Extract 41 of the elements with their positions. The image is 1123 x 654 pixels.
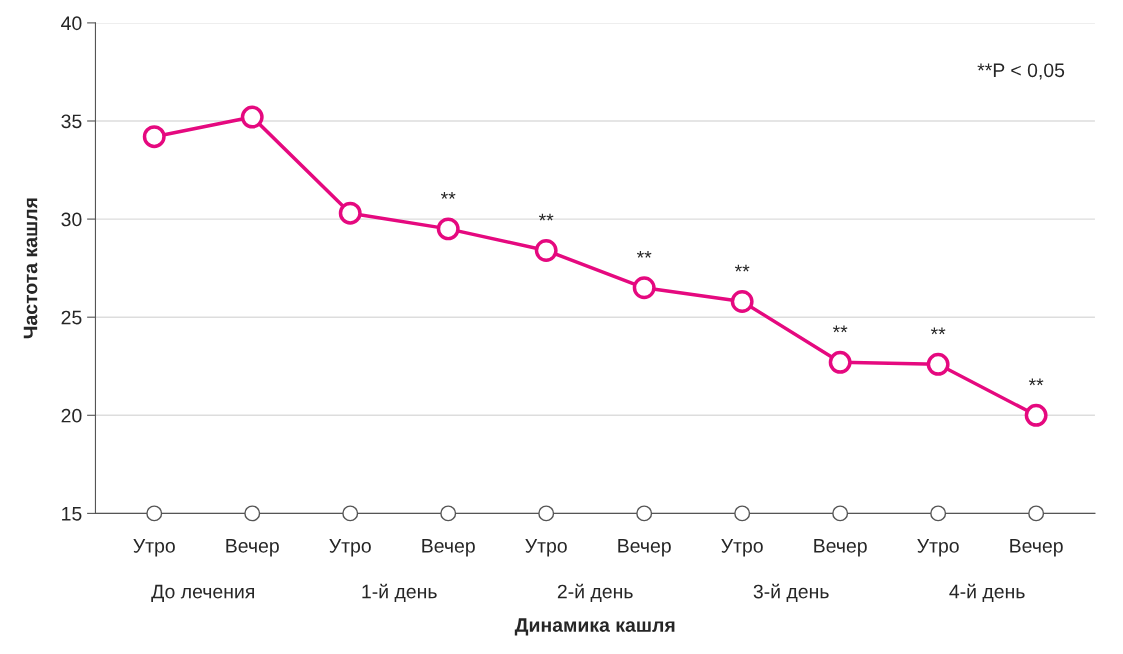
data-label: ** bbox=[930, 327, 946, 335]
y-axis-title: Частота кашля bbox=[23, 198, 38, 339]
text: 2-й день bbox=[557, 583, 633, 603]
data-label: ** bbox=[1028, 378, 1044, 386]
annotation: **P < 0,05 bbox=[977, 63, 1065, 80]
point bbox=[436, 217, 460, 241]
y-tick-label: 20 bbox=[61, 408, 82, 423]
x-axis-title: Динамика кашля bbox=[514, 618, 675, 636]
point bbox=[1024, 403, 1048, 427]
text: 3-й день bbox=[753, 583, 829, 603]
x-tick-label: Вечер bbox=[618, 539, 671, 557]
text: 1-й день bbox=[362, 583, 437, 603]
data-label: ** bbox=[538, 213, 554, 221]
x-tick-label: Вечер bbox=[226, 539, 279, 557]
point bbox=[338, 201, 362, 225]
x-tick-label: Вечер bbox=[1010, 539, 1063, 557]
data-label: ** bbox=[440, 192, 456, 199]
x-tick-label: Утро bbox=[721, 539, 763, 557]
x-tick-label: Вечер bbox=[814, 539, 867, 557]
point bbox=[730, 290, 754, 313]
point bbox=[240, 105, 264, 129]
y-tick-label: 25 bbox=[61, 310, 82, 325]
data-label: ** bbox=[636, 250, 652, 258]
y-tick-label: 35 bbox=[61, 114, 82, 129]
y-tick-label: 30 bbox=[61, 212, 82, 227]
point bbox=[926, 352, 950, 376]
y-tick-label: 40 bbox=[61, 16, 82, 31]
x-tick-label: Вечер bbox=[422, 539, 475, 557]
text: До лечения bbox=[151, 584, 254, 603]
text: 4-й день bbox=[949, 583, 1025, 603]
point bbox=[828, 350, 852, 374]
point bbox=[632, 276, 656, 300]
x-tick-label: Утро bbox=[525, 539, 567, 557]
data-label: ** bbox=[734, 264, 750, 272]
y-tick-label: 15 bbox=[62, 507, 82, 521]
data-label: ** bbox=[832, 325, 848, 333]
x-tick-label: Утро bbox=[329, 539, 371, 557]
x-tick-label: Утро bbox=[917, 539, 959, 557]
x-tick-label: Утро bbox=[133, 539, 175, 557]
point bbox=[142, 125, 166, 149]
point bbox=[534, 239, 558, 262]
